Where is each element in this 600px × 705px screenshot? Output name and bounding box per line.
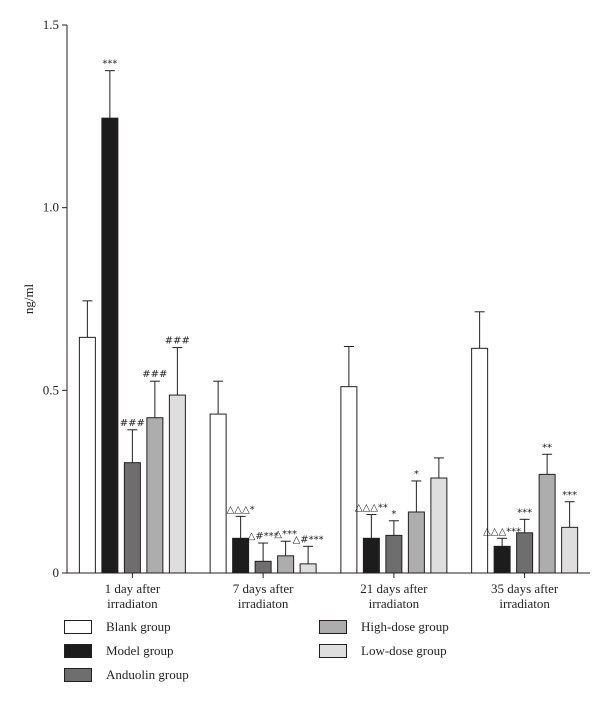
bar	[123, 462, 141, 574]
y-tick-label: 1.0	[43, 200, 59, 215]
legend-swatch	[64, 644, 92, 658]
significance-label: △***	[274, 529, 297, 540]
significance-label: *	[391, 509, 396, 520]
bar	[168, 394, 186, 574]
significance-label: ***	[517, 507, 532, 518]
x-tick-label: 1 day after	[105, 581, 161, 596]
y-tick-label: 0.5	[43, 382, 59, 397]
legend-item: Blank group	[64, 618, 171, 636]
bar	[516, 532, 534, 574]
bar	[299, 563, 317, 574]
legend-label: Blank group	[106, 619, 171, 634]
x-tick-label: 7 days after	[233, 581, 294, 596]
significance-label: ***	[102, 59, 117, 70]
bar	[101, 117, 119, 574]
bar	[430, 477, 448, 574]
bar	[254, 560, 272, 574]
y-tick-label: 1.5	[43, 17, 59, 32]
legend-item: Model group	[64, 642, 174, 660]
bar-chart: 00.51.01.5ng/ml 1 day afterirradiaton***…	[21, 17, 590, 611]
bar	[146, 417, 164, 574]
bars	[78, 70, 579, 574]
significance-label: △△△***	[483, 526, 521, 537]
x-tick-label: irradiaton	[369, 596, 420, 611]
x-tick-label: 35 days after	[491, 581, 559, 596]
legend-item: Anduolin group	[64, 666, 189, 684]
significance-label: △#***	[293, 534, 324, 545]
x-tick-label: 21 days after	[360, 581, 428, 596]
y-tick-label: 0	[53, 565, 60, 580]
legend-swatch	[64, 668, 92, 682]
bar	[385, 534, 403, 574]
bar	[493, 545, 511, 574]
legend-swatch	[64, 620, 92, 634]
x-tick-label: irradiaton	[238, 596, 289, 611]
legend-label: Model group	[106, 643, 174, 658]
significance-label: △△△**	[355, 503, 388, 514]
bar	[277, 555, 295, 574]
significance-label: △△△*	[227, 504, 255, 515]
legend-item: Low-dose group	[319, 642, 447, 660]
bar	[340, 386, 358, 574]
bar	[471, 347, 489, 574]
significance-label: ###	[142, 369, 167, 380]
significance-label: ***	[562, 490, 577, 501]
legend-label: High-dose group	[361, 619, 449, 634]
significance-label: ###	[120, 418, 145, 429]
x-tick-label: irradiaton	[499, 596, 550, 611]
bar	[538, 473, 556, 574]
legend: Blank group Model group Anduolin group High…	[64, 618, 584, 698]
bar	[78, 336, 96, 574]
legend-item: High-dose group	[319, 618, 449, 636]
y-axis-label: ng/ml	[21, 283, 36, 314]
bar	[209, 413, 227, 574]
bar	[232, 537, 250, 574]
legend-swatch	[319, 620, 347, 634]
bar	[561, 526, 579, 574]
significance-label: △#***	[248, 531, 279, 542]
significance-label: **	[542, 442, 552, 453]
bar	[362, 537, 380, 574]
x-tick-label: irradiaton	[107, 596, 158, 611]
legend-label: Low-dose group	[361, 643, 447, 658]
legend-label: Anduolin group	[106, 667, 189, 682]
significance-label: *	[414, 469, 419, 480]
legend-swatch	[319, 644, 347, 658]
bar	[407, 511, 425, 574]
significance-label: ###	[165, 336, 190, 347]
